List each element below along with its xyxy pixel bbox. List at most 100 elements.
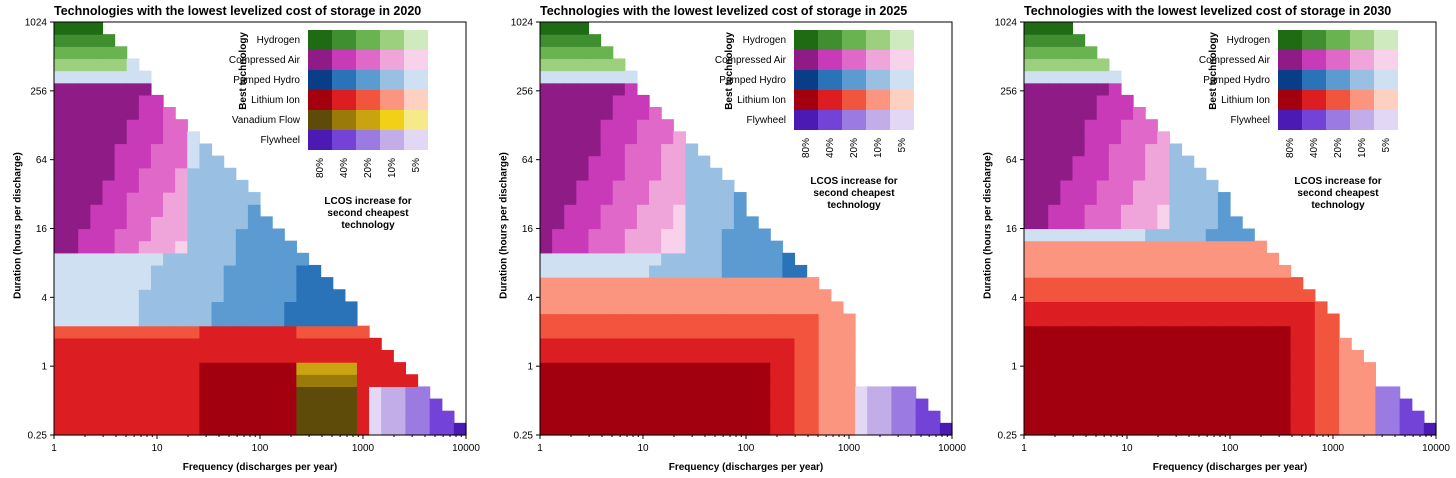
heatmap-cell	[576, 325, 590, 339]
heatmap-cell	[1205, 204, 1219, 217]
heatmap-cell	[1133, 179, 1146, 193]
heatmap-cell	[1266, 386, 1280, 400]
heatmap-cell	[1084, 82, 1098, 96]
heatmap-cell	[54, 216, 67, 230]
heatmap-cell	[697, 410, 711, 424]
heatmap-cell	[187, 422, 201, 436]
heatmap-cell	[381, 386, 394, 400]
heatmap-cell	[54, 107, 67, 120]
heatmap-cell	[891, 410, 905, 424]
heatmap-cell	[564, 58, 577, 72]
heatmap-cell	[709, 349, 723, 363]
heatmap-cell	[223, 192, 237, 205]
heatmap-cell	[1302, 362, 1316, 375]
heatmap-cell	[552, 240, 565, 254]
heatmap-cell	[1302, 398, 1316, 412]
heatmap-cell	[223, 264, 237, 278]
heatmap-cell	[576, 362, 590, 375]
heatmap-cell	[126, 325, 140, 339]
y-tick-label: 4	[527, 293, 533, 304]
heatmap-cell	[1339, 386, 1352, 400]
heatmap-cell	[344, 422, 358, 436]
heatmap-cell	[1024, 179, 1037, 193]
heatmap-cell	[1230, 289, 1243, 302]
heatmap-cell	[1230, 422, 1243, 436]
heatmap-cell	[247, 228, 261, 242]
heatmap-cell	[1145, 289, 1158, 302]
heatmap-cell	[1108, 410, 1122, 424]
heatmap-cell	[393, 374, 407, 388]
heatmap-cell	[405, 422, 419, 436]
heatmap-cell	[199, 228, 213, 242]
heatmap-cell	[66, 325, 79, 339]
heatmap-cell	[564, 313, 577, 327]
heatmap-cell	[1193, 374, 1207, 388]
heatmap-cell	[685, 167, 699, 181]
heatmap-cell	[1072, 70, 1086, 84]
heatmap-cell	[1193, 167, 1207, 181]
heatmap-cell	[150, 386, 164, 400]
heatmap-cell	[1339, 337, 1352, 351]
heatmap-cell	[576, 155, 590, 169]
heatmap-cell	[90, 264, 104, 278]
heatmap-cell	[1205, 252, 1219, 266]
legend-swatch	[818, 50, 842, 70]
heatmap-cell	[733, 325, 747, 339]
heatmap-cell	[1217, 349, 1231, 363]
heatmap-cell	[576, 410, 590, 424]
heatmap-cell	[1048, 374, 1061, 388]
heatmap-cell	[199, 422, 213, 436]
heatmap-cell	[1314, 422, 1328, 436]
heatmap-cell	[211, 289, 225, 302]
heatmap-cell	[126, 410, 140, 424]
heatmap-cell	[54, 22, 67, 35]
heatmap-cell	[588, 167, 602, 181]
heatmap-cell	[770, 410, 783, 424]
heatmap-cell	[612, 313, 626, 327]
heatmap-cell	[806, 362, 820, 375]
heatmap-cell	[818, 362, 832, 375]
legend-swatch	[890, 90, 914, 110]
heatmap-cell	[1181, 167, 1195, 181]
heatmap-cell	[612, 107, 626, 120]
heatmap-cell	[1084, 277, 1098, 290]
heatmap-cell	[588, 337, 602, 351]
heatmap-cell	[806, 349, 820, 363]
heatmap-cell	[66, 131, 79, 145]
heatmap-cell	[661, 192, 674, 205]
heatmap-cell	[612, 325, 626, 339]
heatmap-cell	[1048, 143, 1061, 157]
heatmap-cell	[102, 337, 116, 351]
heatmap-cell	[661, 289, 674, 302]
heatmap-cell	[1363, 362, 1377, 375]
heatmap-cell	[709, 216, 723, 230]
heatmap-cell	[770, 349, 783, 363]
heatmap-cell	[661, 313, 674, 327]
heatmap-cell	[1133, 167, 1146, 181]
heatmap-cell	[1024, 362, 1037, 375]
heatmap-cell	[1072, 313, 1086, 327]
heatmap-cell	[1399, 422, 1413, 436]
heatmap-cell	[770, 362, 783, 375]
heatmap-cell	[673, 192, 687, 205]
heatmap-cell	[199, 204, 213, 217]
heatmap-cell	[1205, 192, 1219, 205]
heatmap-cell	[260, 240, 273, 254]
heatmap-cell	[54, 325, 67, 339]
heatmap-cell	[1133, 362, 1146, 375]
heatmap-cell	[600, 301, 614, 315]
heatmap-cell	[685, 374, 699, 388]
heatmap-cell	[175, 155, 188, 169]
heatmap-cell	[320, 410, 334, 424]
heatmap-cell	[697, 167, 711, 181]
heatmap-cell	[1205, 301, 1219, 315]
heatmap-cell	[709, 289, 723, 302]
heatmap-cell	[624, 277, 638, 290]
heatmap-cell	[915, 398, 929, 412]
heatmap-cell	[624, 107, 638, 120]
heatmap-cell	[1133, 337, 1146, 351]
y-tick-label: 1024	[995, 18, 1018, 29]
y-tick-label: 1	[527, 362, 533, 373]
heatmap-cell	[78, 289, 91, 302]
heatmap-cell	[247, 398, 261, 412]
